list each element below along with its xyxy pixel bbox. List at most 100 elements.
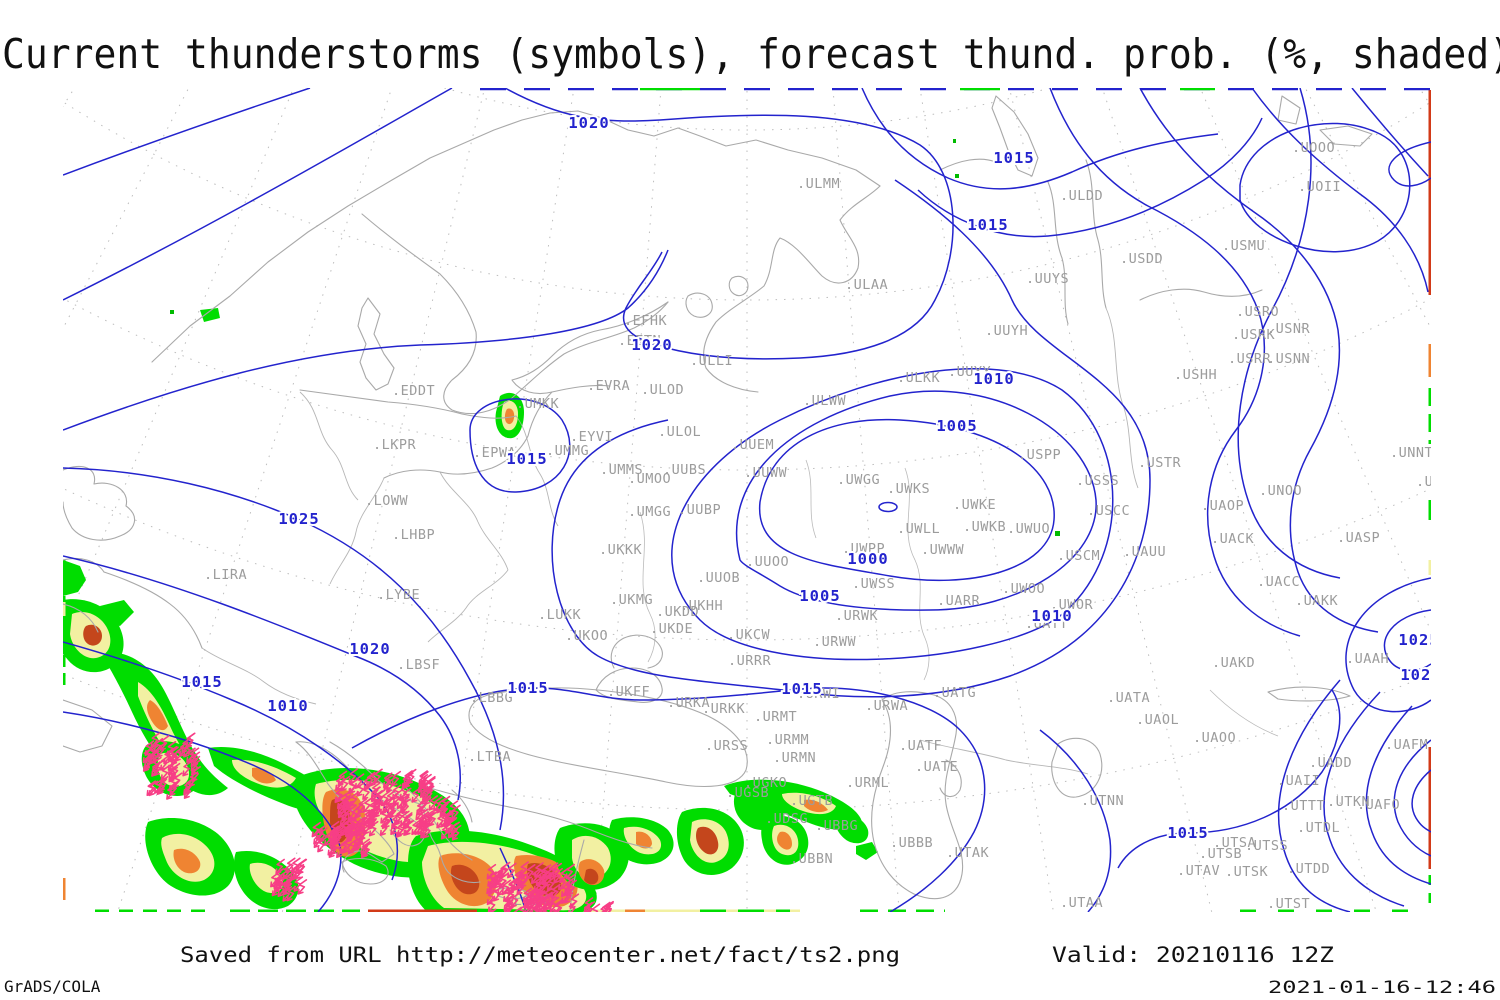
isobar-label: 1015 — [506, 450, 547, 468]
station-label: .UWKS — [887, 481, 930, 497]
station-label: .UGTB — [790, 793, 833, 809]
station-label: .UBBB — [890, 835, 933, 851]
station-label: .URWI — [797, 686, 840, 702]
thunderstorm-symbol-cluster — [486, 861, 580, 912]
station-label: .UKHH — [680, 598, 723, 614]
station-label: .UATT — [1025, 616, 1068, 632]
station-label: .UMKK — [516, 396, 560, 412]
station-label: .LBSF — [397, 657, 440, 673]
station-label: .UUOB — [697, 570, 740, 586]
station-label: .URRR — [728, 653, 772, 669]
minor-green-marks — [170, 139, 1060, 536]
station-label: .URMT — [754, 709, 797, 725]
station-label: .UAOO — [1193, 730, 1236, 746]
station-label: .LBBG — [470, 690, 513, 706]
station-label: .LYBE — [377, 587, 420, 603]
station-label: .UAFO — [1357, 797, 1400, 813]
station-label: .USTR — [1138, 455, 1182, 471]
station-label: .UKCW — [727, 627, 771, 643]
station-label: .ULMM — [797, 176, 840, 192]
station-label: .UWLL — [897, 521, 940, 537]
station-label: .USHH — [1174, 367, 1217, 383]
station-label: .UKDD — [656, 604, 699, 620]
station-label: .UWOR — [1050, 597, 1094, 613]
station-label: .USNR — [1267, 321, 1311, 337]
station-label: .ULOL — [658, 424, 701, 440]
saved-from-url-text: Saved from URL http://meteocenter.net/fa… — [180, 943, 900, 967]
station-label: .ULDD — [1060, 188, 1103, 204]
station-label: .UBBG — [815, 818, 858, 834]
station-label: .USCC — [1087, 503, 1130, 519]
station-label: .UTDD — [1287, 861, 1330, 877]
station-label: .UASP — [1337, 530, 1380, 546]
station-label: .UMMG — [546, 443, 589, 459]
isobar-label: 1005 — [936, 417, 977, 435]
station-label: .UWWW — [921, 542, 965, 558]
station-label: .UMGG — [628, 504, 671, 520]
station-label: .UKOO — [565, 628, 608, 644]
station-label: .UKMG — [610, 592, 653, 608]
map-frame-shading-ticks — [63, 88, 1431, 912]
station-label: .URWA — [865, 698, 908, 714]
station-label: .UTSS — [1245, 838, 1288, 854]
station-label: .UTDL — [1297, 820, 1340, 836]
station-label: .UNNT — [1390, 445, 1433, 461]
isobar-label: 1015 — [507, 679, 548, 697]
station-label: .USPP — [1018, 447, 1061, 463]
station-label: .UUEM — [731, 437, 774, 453]
isobar-label: 1015 — [1167, 824, 1208, 842]
station-label: .UUYS — [1026, 271, 1069, 287]
station-label: .UNBB — [1416, 474, 1459, 490]
station-label: .UAOP — [1201, 498, 1244, 514]
station-label: .UADD — [1309, 755, 1352, 771]
station-label: .UATE — [915, 759, 958, 775]
isobar-label: 1010 — [973, 370, 1014, 388]
station-label: .URMN — [773, 750, 816, 766]
station-label: .UAKD — [1212, 655, 1255, 671]
station-label: .USMU — [1222, 238, 1265, 254]
isobar-label: 1020 — [1400, 666, 1441, 684]
isobar-value-labels: 1020 1015 1015 1020 1010 1005 1015 1025 1000 1005… — [179, 112, 1441, 844]
station-label: .UUYH — [985, 323, 1028, 339]
station-label: .ULOD — [641, 382, 684, 398]
station-label: .ULKK — [897, 370, 941, 386]
station-label: .UATA — [1107, 690, 1150, 706]
station-label: .USRK — [1232, 327, 1276, 343]
station-label: .UTSB — [1199, 846, 1242, 862]
isobar-label: 1010 — [267, 697, 308, 715]
station-label: .URWW — [813, 634, 857, 650]
station-label: .UTST — [1267, 896, 1310, 912]
station-label: .USRR — [1228, 351, 1272, 367]
thunderstorm-icon — [297, 879, 308, 895]
station-label: .USRO — [1236, 304, 1279, 320]
isobar-label: 1020 — [631, 336, 672, 354]
station-label: .UATG — [933, 685, 976, 701]
station-label: .URKA — [667, 695, 710, 711]
station-label: .UWPP — [842, 541, 885, 557]
isobar-label: 1025 — [278, 510, 319, 528]
coastlines — [63, 95, 1373, 912]
station-label: .EFHK — [624, 313, 668, 329]
station-label: .EDDT — [392, 383, 435, 399]
station-label: .UAUU — [1123, 544, 1166, 560]
station-label: .ULWW — [803, 393, 847, 409]
station-label: .UUWW — [744, 465, 788, 481]
station-label: .UAFM — [1385, 737, 1428, 753]
station-label: .UWOO — [1002, 581, 1045, 597]
station-label: .URMM — [766, 732, 809, 748]
station-label: .URSS — [705, 738, 748, 754]
isobar-label: 1000 — [847, 550, 888, 568]
station-label: .UTNN — [1081, 793, 1124, 809]
isobar-label: 1015 — [993, 149, 1034, 167]
valid-time-text: Valid: 20210116 12Z — [1052, 943, 1334, 967]
station-label: .UOOO — [1292, 140, 1335, 156]
station-label: .UAKK — [1295, 593, 1339, 609]
isobar-contours — [63, 88, 1431, 912]
station-label: .UACK — [1211, 531, 1255, 547]
station-label: .UKKK — [599, 542, 643, 558]
station-label: .UAAH — [1346, 651, 1389, 667]
station-label: .UKFF — [607, 684, 650, 700]
station-label: .UBBN — [790, 851, 833, 867]
station-label: .UWKB — [963, 519, 1006, 535]
